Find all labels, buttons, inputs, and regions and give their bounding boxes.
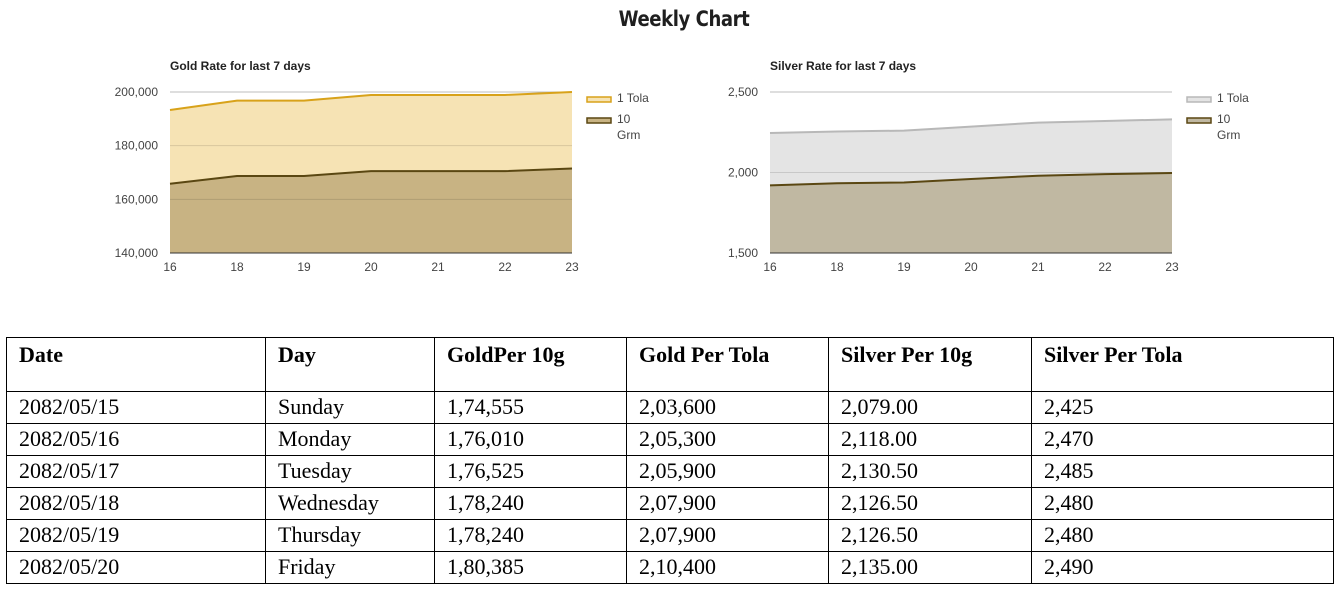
cell-silver-tola: 2,480: [1031, 487, 1334, 520]
y-tick-label: 160,000: [115, 192, 159, 206]
chart-title: Gold Rate for last 7 days: [170, 59, 311, 73]
series-area-grm: [770, 172, 1172, 253]
series-line-tola: [769, 118, 1173, 135]
cell-gold-10g: 1,76,525: [434, 455, 627, 488]
legend-swatch: [586, 96, 612, 103]
legend-label: 1 Tola: [617, 91, 649, 105]
cell-date: 2082/05/15: [6, 391, 266, 424]
x-tick-label: 19: [297, 260, 311, 274]
series-line-tola: [169, 91, 573, 111]
gold-rate-chart: Gold Rate for last 7 days 140,000 160,000 1…: [115, 59, 650, 274]
cell-gold-tola: 2,05,300: [626, 423, 829, 456]
x-tick-label: 21: [1031, 260, 1045, 274]
cell-date: 2082/05/20: [6, 551, 266, 584]
header-gold-per-10g: GoldPer 10g: [434, 337, 627, 392]
cell-silver-tola: 2,490: [1031, 551, 1334, 584]
cell-silver-tola: 2,470: [1031, 423, 1334, 456]
table-row: 2082/05/19 Thursday 1,78,240 2,07,900 2,…: [6, 519, 1334, 552]
cell-silver-10g: 2,130.50: [828, 455, 1032, 488]
header-silver-per-10g: Silver Per 10g: [828, 337, 1032, 392]
x-tick-label: 18: [830, 260, 844, 274]
cell-gold-tola: 2,05,900: [626, 455, 829, 488]
x-tick-label: 20: [364, 260, 378, 274]
cell-day: Tuesday: [265, 455, 435, 488]
rates-table: Date Day GoldPer 10g Gold Per Tola Silve…: [6, 337, 1334, 584]
y-tick-label: 1,500: [728, 246, 758, 260]
legend-label-cont: Grm: [617, 128, 640, 142]
cell-gold-10g: 1,78,240: [434, 487, 627, 520]
cell-silver-tola: 2,425: [1031, 391, 1334, 424]
header-day: Day: [265, 337, 435, 392]
y-tick-label: 140,000: [115, 246, 159, 260]
page-title: Weekly Chart: [618, 7, 750, 31]
header-gold-per-tola: Gold Per Tola: [626, 337, 829, 392]
cell-gold-10g: 1,76,010: [434, 423, 627, 456]
x-tick-label: 18: [230, 260, 244, 274]
cell-gold-10g: 1,74,555: [434, 391, 627, 424]
cell-gold-10g: 1,78,240: [434, 519, 627, 552]
cell-gold-10g: 1,80,385: [434, 551, 627, 584]
cell-gold-tola: 2,07,900: [626, 487, 829, 520]
cell-silver-10g: 2,126.50: [828, 487, 1032, 520]
silver-rate-chart: Silver Rate for last 7 days 1,500 2,000 2,5…: [728, 59, 1249, 274]
cell-silver-10g: 2,079.00: [828, 391, 1032, 424]
y-tick-label: 2,500: [728, 85, 758, 99]
y-tick-label: 200,000: [115, 85, 159, 99]
table-row: 2082/05/15 Sunday 1,74,555 2,03,600 2,07…: [6, 391, 1334, 424]
table-row: 2082/05/17 Tuesday 1,76,525 2,05,900 2,1…: [6, 455, 1334, 488]
x-tick-label: 22: [498, 260, 512, 274]
cell-date: 2082/05/17: [6, 455, 266, 488]
cell-silver-tola: 2,480: [1031, 519, 1334, 552]
x-tick-label: 23: [565, 260, 579, 274]
cell-day: Wednesday: [265, 487, 435, 520]
x-tick-label: 20: [964, 260, 978, 274]
cell-day: Monday: [265, 423, 435, 456]
x-tick-label: 23: [1165, 260, 1179, 274]
cell-day: Sunday: [265, 391, 435, 424]
legend-label: 10: [617, 112, 631, 126]
legend-swatch: [1186, 117, 1212, 124]
cell-gold-tola: 2,10,400: [626, 551, 829, 584]
header-silver-per-tola: Silver Per Tola: [1031, 337, 1334, 392]
header-date: Date: [6, 337, 266, 392]
legend-label: 1 Tola: [1217, 91, 1249, 105]
legend-swatch: [586, 117, 612, 124]
x-tick-label: 16: [163, 260, 177, 274]
cell-date: 2082/05/18: [6, 487, 266, 520]
cell-gold-tola: 2,07,900: [626, 519, 829, 552]
chart-title: Silver Rate for last 7 days: [770, 59, 916, 73]
series-area-grm: [170, 168, 572, 253]
table-row: 2082/05/20 Friday 1,80,385 2,10,400 2,13…: [6, 551, 1334, 584]
x-tick-label: 21: [431, 260, 445, 274]
x-tick-label: 16: [763, 260, 777, 274]
y-tick-label: 180,000: [115, 139, 159, 153]
cell-silver-tola: 2,485: [1031, 455, 1334, 488]
cell-silver-10g: 2,126.50: [828, 519, 1032, 552]
cell-date: 2082/05/19: [6, 519, 266, 552]
cell-day: Friday: [265, 551, 435, 584]
x-tick-label: 22: [1098, 260, 1112, 274]
series-line-grm: [169, 167, 573, 185]
x-tick-label: 19: [897, 260, 911, 274]
cell-gold-tola: 2,03,600: [626, 391, 829, 424]
y-tick-label: 2,000: [728, 166, 758, 180]
cell-silver-10g: 2,118.00: [828, 423, 1032, 456]
table-header-row: Date Day GoldPer 10g Gold Per Tola Silve…: [6, 337, 1334, 392]
legend-swatch: [1186, 96, 1212, 103]
legend-label-cont: Grm: [1217, 128, 1240, 142]
cell-date: 2082/05/16: [6, 423, 266, 456]
table-row: 2082/05/18 Wednesday 1,78,240 2,07,900 2…: [6, 487, 1334, 520]
cell-day: Thursday: [265, 519, 435, 552]
table-row: 2082/05/16 Monday 1,76,010 2,05,300 2,11…: [6, 423, 1334, 456]
series-line-grm: [769, 171, 1173, 187]
legend-label: 10: [1217, 112, 1231, 126]
cell-silver-10g: 2,135.00: [828, 551, 1032, 584]
